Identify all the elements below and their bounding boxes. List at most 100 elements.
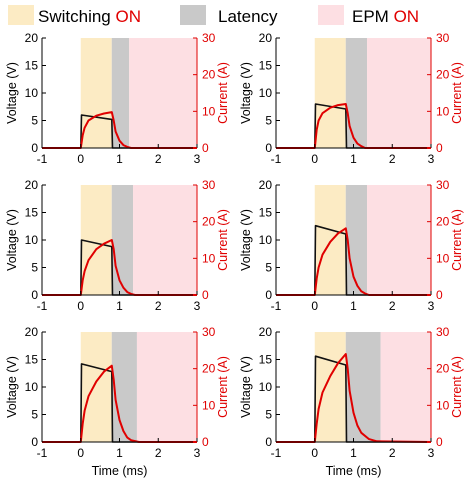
x-tick-label: 3	[194, 152, 201, 166]
y2-tick-label: 10	[202, 104, 216, 118]
x-tick-label: 0	[311, 299, 318, 313]
x-axis-label: Time (ms)	[92, 464, 148, 478]
x-tick-label: 3	[194, 299, 201, 313]
y2-tick-label: 20	[202, 362, 216, 376]
x-tick-label: -1	[271, 446, 282, 460]
x-tick-label: -1	[271, 152, 282, 166]
x-tick-label: -1	[37, 446, 48, 460]
y-tick-label: 20	[259, 178, 273, 192]
y-tick-label: 15	[259, 206, 273, 220]
x-tick-label: 2	[389, 152, 396, 166]
y-axis-label: Voltage (V)	[239, 209, 253, 271]
y-tick-label: 20	[259, 31, 273, 45]
current-series-line	[42, 111, 197, 149]
y-axis-label: Voltage (V)	[5, 209, 19, 271]
y2-tick-label: 20	[436, 362, 450, 376]
y2-tick-label: 10	[202, 398, 216, 412]
x-tick-label: 3	[428, 299, 435, 313]
current-series-line	[42, 239, 197, 296]
y-axis-label: Voltage (V)	[5, 62, 19, 124]
region-switching	[314, 185, 346, 295]
y2-tick-label: 30	[436, 178, 450, 192]
legend-swatch	[8, 5, 34, 25]
y-tick-label: 15	[25, 59, 39, 73]
legend-item: EPM ON	[318, 5, 419, 26]
y2-axis-label: Current (A)	[216, 62, 230, 124]
y-tick-label: 10	[25, 380, 39, 394]
x-tick-label: 0	[77, 152, 84, 166]
y-tick-label: 20	[259, 325, 273, 339]
x-tick-label: 2	[389, 446, 396, 460]
y-tick-label: 5	[31, 408, 38, 422]
legend-label-main: EPM	[352, 7, 389, 26]
y-tick-label: 0	[31, 288, 38, 302]
y2-tick-label: 0	[436, 288, 443, 302]
current-series-line	[276, 353, 432, 443]
y2-tick-label: 30	[202, 325, 216, 339]
x-tick-label: 3	[428, 446, 435, 460]
y-tick-label: 0	[265, 141, 272, 155]
legend: Switching ON Latency EPM ON	[8, 5, 419, 26]
y-tick-label: 5	[265, 261, 272, 275]
y-tick-label: 0	[31, 435, 38, 449]
y2-tick-label: 10	[436, 251, 450, 265]
x-tick-label: -1	[37, 152, 48, 166]
y2-tick-label: 10	[436, 398, 450, 412]
x-tick-label: 2	[389, 299, 396, 313]
legend-label: EPM ON	[352, 7, 419, 26]
y-axis-label: Voltage (V)	[239, 62, 253, 124]
y2-tick-label: 10	[202, 251, 216, 265]
y2-tick-label: 0	[436, 141, 443, 155]
y2-axis-label: Current (A)	[450, 209, 464, 271]
region-latency	[345, 38, 368, 148]
x-tick-label: 2	[155, 152, 162, 166]
y-tick-label: 20	[25, 325, 39, 339]
x-tick-label: 0	[311, 152, 318, 166]
y-axis-label: Voltage (V)	[239, 356, 253, 418]
y-tick-label: 10	[259, 86, 273, 100]
region-switching	[80, 332, 112, 442]
current-series-line	[276, 103, 431, 149]
y-tick-label: 0	[265, 288, 272, 302]
region-epm	[367, 38, 431, 148]
legend-label-main: Latency	[218, 7, 278, 26]
y2-tick-label: 0	[436, 435, 443, 449]
legend-label-main: Switching	[38, 7, 111, 26]
x-tick-label: 0	[77, 446, 84, 460]
current-series-line	[276, 227, 431, 296]
region-latency	[345, 185, 368, 295]
x-tick-label: 1	[350, 152, 357, 166]
y-tick-label: 15	[259, 353, 273, 367]
y2-tick-label: 0	[202, 288, 209, 302]
y-tick-label: 5	[31, 114, 38, 128]
y2-tick-label: 0	[202, 141, 209, 155]
region-epm	[133, 185, 197, 295]
region-epm	[380, 332, 431, 442]
legend-label: Latency	[218, 7, 278, 26]
y2-tick-label: 30	[436, 325, 450, 339]
region-switching	[80, 38, 112, 148]
y2-tick-label: 20	[202, 215, 216, 229]
x-tick-label: 2	[155, 299, 162, 313]
y2-tick-label: 10	[436, 104, 450, 118]
y-tick-label: 5	[265, 408, 272, 422]
x-tick-label: 1	[350, 299, 357, 313]
y-tick-label: 15	[25, 353, 39, 367]
x-tick-label: 0	[311, 446, 318, 460]
x-tick-label: 0	[77, 299, 84, 313]
x-axis-label: Time (ms)	[326, 464, 382, 478]
y2-axis-label: Current (A)	[450, 62, 464, 124]
y2-axis-label: Current (A)	[216, 356, 230, 418]
x-tick-label: 1	[116, 299, 123, 313]
y2-tick-label: 30	[436, 31, 450, 45]
region-epm	[129, 38, 197, 148]
legend-item: Switching ON	[8, 5, 141, 26]
y-tick-label: 5	[265, 114, 272, 128]
y2-tick-label: 20	[202, 68, 216, 82]
y-tick-label: 15	[259, 59, 273, 73]
